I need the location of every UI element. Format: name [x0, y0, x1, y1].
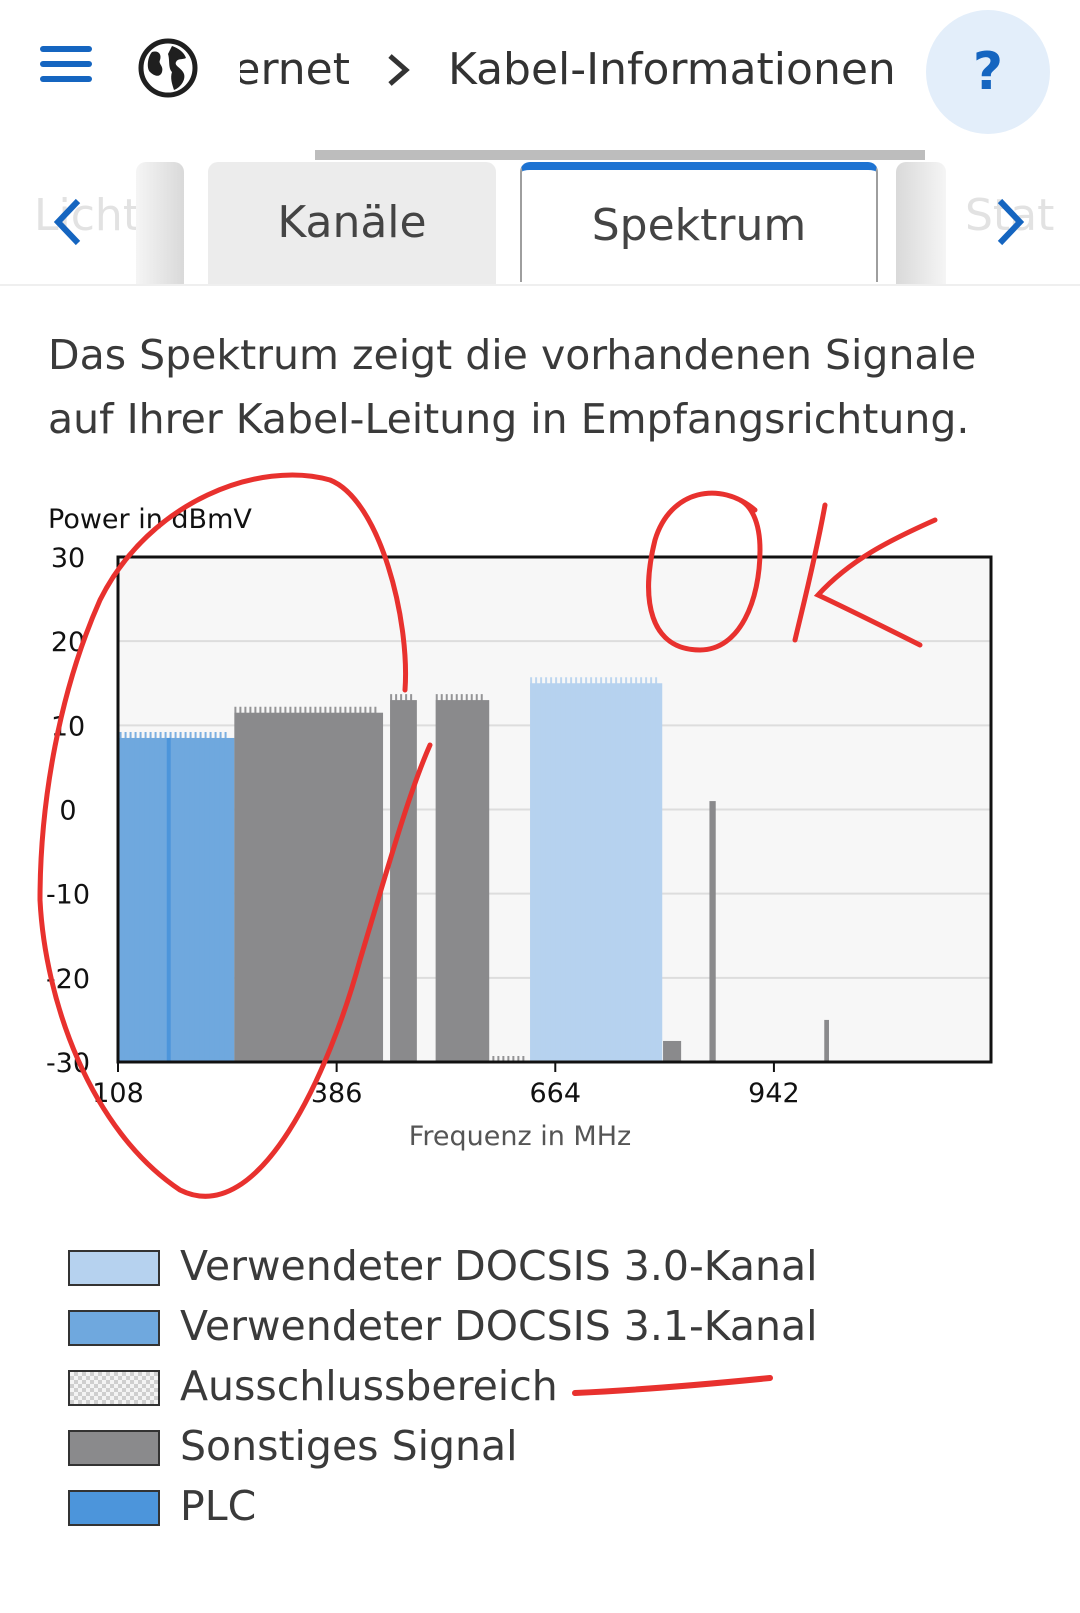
tab-spektrum[interactable]: Spektrum — [520, 162, 878, 282]
y-axis-label: Power in dBmV — [48, 504, 252, 535]
spectrum-band — [824, 1019, 829, 1062]
tab-partial-left[interactable] — [136, 162, 184, 284]
legend-swatch-exclusion — [68, 1370, 160, 1406]
intro-text: Das Spektrum zeigt die vorhandenen Signa… — [48, 331, 977, 443]
x-axis-label: Frequenz in MHz — [409, 1121, 631, 1152]
legend-label: Verwendeter DOCSIS 3.1-Kanal — [180, 1302, 818, 1350]
chevron-right-tab-icon[interactable] — [990, 195, 1030, 249]
chevron-left-icon[interactable] — [48, 195, 88, 249]
spectrum-band — [390, 700, 417, 1062]
y-tick-label: -30 — [46, 1048, 90, 1079]
spectrum-band — [663, 1040, 682, 1062]
x-tick-label: 664 — [530, 1078, 582, 1109]
globe-icon[interactable] — [138, 38, 198, 98]
x-tick-label: 108 — [92, 1078, 144, 1109]
spectrum-band — [119, 737, 235, 1062]
page-title: Kabel-Informationen — [448, 44, 896, 95]
legend-swatch-docsis31 — [68, 1310, 160, 1346]
tab-partial-right[interactable] — [896, 162, 946, 284]
chevron-right-icon — [384, 48, 414, 88]
y-tick-label: 30 — [51, 543, 85, 574]
legend-label: Ausschlussbereich — [180, 1362, 558, 1410]
x-tick-label: 942 — [748, 1078, 800, 1109]
legend-swatch-other — [68, 1430, 160, 1466]
x-ticks: 108 386 664 942 — [92, 1062, 800, 1109]
breadcrumb-prev[interactable]: Internet — [240, 44, 350, 95]
spectrum-band — [709, 801, 716, 1062]
y-ticks: 30 20 10 0 -10 -20 -30 — [46, 543, 90, 1079]
x-tick-label: 386 — [311, 1078, 363, 1109]
menu-icon[interactable] — [40, 42, 92, 86]
tab-scrollbar[interactable] — [315, 150, 925, 160]
legend-label: Sonstiges Signal — [180, 1422, 518, 1470]
tab-divider — [0, 284, 1080, 286]
spectrum-chart-svg: Power in dBmV 30 20 10 0 -10 -20 -30 108 386 664… — [46, 504, 993, 1152]
y-tick-label: 20 — [51, 627, 85, 658]
top-bar: Internet Kabel-Informationen ? — [0, 0, 1080, 145]
tab-ghost-left: Licht — [34, 190, 141, 241]
y-tick-label: -20 — [46, 964, 90, 995]
legend-label: Verwendeter DOCSIS 3.0-Kanal — [180, 1242, 818, 1290]
tab-kanaele[interactable]: Kanäle — [208, 162, 496, 284]
y-tick-label: 0 — [59, 796, 76, 827]
spectrum-band — [166, 737, 171, 1062]
spectrum-chart: Power in dBmV 30 20 10 0 -10 -20 -30 108 386 664… — [0, 500, 1080, 1200]
legend-label: PLC — [180, 1482, 257, 1530]
y-tick-label: -10 — [46, 880, 90, 911]
y-tick-label: 10 — [51, 711, 85, 742]
legend-swatch-docsis30 — [68, 1250, 160, 1286]
legend-swatch-plc — [68, 1490, 160, 1526]
help-button[interactable]: ? — [926, 10, 1050, 134]
underline-stroke — [572, 1375, 773, 1396]
